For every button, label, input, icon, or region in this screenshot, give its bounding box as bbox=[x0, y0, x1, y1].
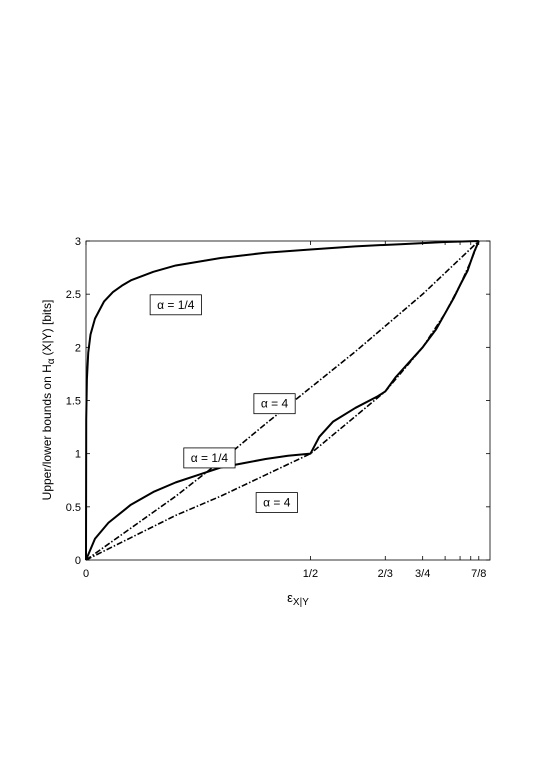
y-tick-label: 1.5 bbox=[66, 396, 81, 408]
dash-dot-bound-curve-3 bbox=[85, 240, 480, 561]
annotation-label: α = 4 bbox=[253, 393, 296, 415]
x-tick-label: 2/3 bbox=[378, 568, 393, 580]
y-tick-label: 2.5 bbox=[66, 289, 81, 301]
annotation-label: α = 4 bbox=[255, 492, 298, 513]
x-tick-label: 1/2 bbox=[303, 568, 318, 580]
annotation-text: α = 4 bbox=[263, 496, 291, 510]
y-tick-label: 0.5 bbox=[66, 502, 81, 514]
y-tick-label: 3 bbox=[75, 236, 81, 248]
solid-bound-curve-1 bbox=[85, 240, 479, 561]
annotation-box bbox=[253, 393, 296, 415]
dash-dot-bound-curve-4 bbox=[85, 240, 480, 561]
x-tick-label: 7/8 bbox=[471, 568, 486, 580]
x-axis-label-main: ε bbox=[287, 590, 293, 605]
x-tick-label: 3/4 bbox=[415, 568, 430, 580]
annotation-text: α = 1/4 bbox=[157, 298, 195, 312]
annotations-layer: α = 1/4 α = 4 α = 1/4 α = 4 bbox=[149, 294, 298, 513]
x-axis-label-sub: X|Y bbox=[293, 597, 309, 608]
annotation-text: α = 1/4 bbox=[191, 451, 229, 465]
annotation-box bbox=[183, 447, 236, 469]
x-axis-label: εX|Y bbox=[287, 590, 309, 608]
annotation-text: α = 4 bbox=[261, 397, 289, 411]
curves-layer bbox=[85, 240, 480, 561]
annotation-label: α = 1/4 bbox=[183, 447, 236, 469]
annotation-label: α = 1/4 bbox=[149, 294, 202, 316]
x-tick-label: 0 bbox=[83, 568, 89, 580]
annotation-box bbox=[149, 294, 202, 316]
y-tick-label: 2 bbox=[75, 342, 81, 354]
annotation-box bbox=[255, 492, 298, 513]
ticks-layer: 0 1/2 2/3 3/4 7/8 0 0.5 1 1.5 2 2.5 3 bbox=[66, 236, 490, 580]
y-axis-label-prefix: Upper/lower bounds on H bbox=[40, 364, 54, 500]
y-axis-label-sub: α bbox=[46, 358, 57, 364]
y-axis-label: Upper/lower bounds on Hα (X|Y) [bits] bbox=[40, 300, 57, 501]
y-tick-label: 0 bbox=[75, 555, 81, 567]
y-tick-label: 1 bbox=[75, 449, 81, 461]
y-axis-label-suffix: (X|Y) [bits] bbox=[40, 300, 54, 356]
